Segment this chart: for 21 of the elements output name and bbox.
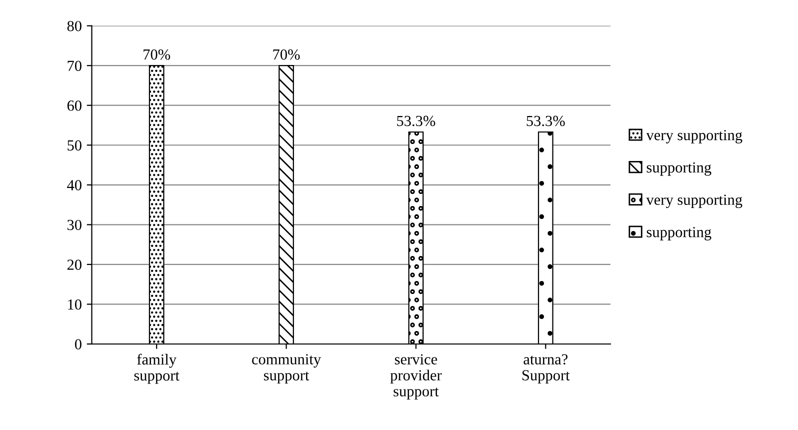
legend-label: very supporting	[646, 130, 742, 144]
y-tick-label: 70	[68, 60, 82, 72]
data-label: 53.3%	[526, 116, 565, 126]
legend-label: supporting	[646, 226, 712, 240]
legend-label: very supporting	[646, 194, 742, 208]
y-tick-label: 0	[74, 339, 82, 350]
y-tick-label: 10	[68, 299, 82, 310]
x-tick-label: family support	[134, 354, 180, 384]
data-label: 53.3%	[397, 116, 436, 126]
y-tick-label: 50	[68, 140, 82, 151]
legend-label: supporting	[646, 162, 712, 176]
x-tick-label: aturna? Support	[522, 354, 570, 384]
x-tick-label: community support	[252, 354, 322, 384]
y-tick-label: 80	[67, 20, 82, 32]
data-label: 70%	[273, 49, 300, 60]
y-tick-label: 60	[67, 100, 82, 111]
x-tick-label: service provider support	[390, 354, 442, 400]
y-tick-label: 20	[67, 260, 82, 270]
data-label: 70%	[144, 49, 170, 60]
y-tick-label: 40	[67, 180, 82, 190]
y-tick-label: 30	[68, 220, 82, 230]
